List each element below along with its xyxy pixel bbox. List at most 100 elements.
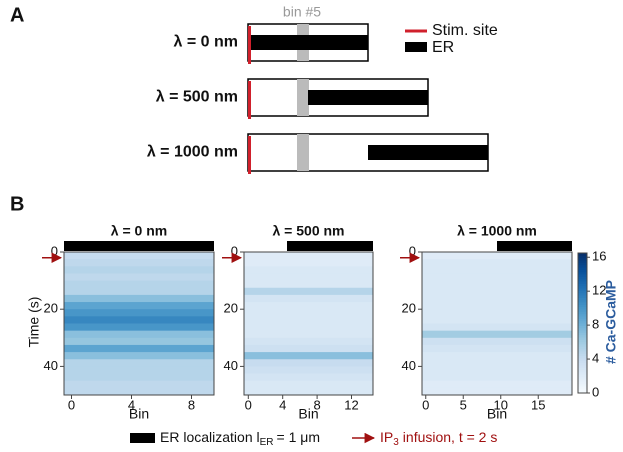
colorbar-step [578, 299, 587, 303]
heatmap-row [422, 373, 572, 382]
heatmap-row [64, 280, 214, 289]
heatmap-title: λ = 1000 nm [457, 223, 537, 239]
heatmap-row [422, 280, 572, 289]
colorbar-step [578, 309, 587, 312]
heatmap-row [64, 373, 214, 382]
x-tick-label: 0 [245, 397, 252, 412]
colorbar-step [578, 379, 587, 382]
colorbar-step [578, 369, 587, 373]
heatmap-row [422, 330, 572, 339]
y-tick-label: 40 [44, 358, 58, 373]
heatmap-row [244, 294, 373, 303]
heatmap-row [422, 259, 572, 267]
er-legend-main: ER localization l [160, 429, 260, 445]
er-legend-rest: = 1 μm [277, 429, 320, 445]
x-tick-label: 8 [188, 397, 195, 412]
er-bar [287, 241, 373, 251]
colorbar-step [578, 276, 587, 280]
heatmap-row [422, 323, 572, 332]
heatmap-row [422, 359, 572, 367]
colorbar-step [578, 267, 587, 270]
bin-strip [297, 79, 309, 116]
colorbar-step [578, 316, 587, 319]
heatmap-row [64, 323, 214, 332]
colorbar-step [578, 255, 587, 259]
colorbar-step [578, 320, 587, 324]
heatmap-row [244, 380, 373, 389]
colorbar-step [578, 339, 587, 343]
heatmap-row [244, 273, 373, 282]
er-legend-key [130, 433, 155, 443]
heatmap-row [64, 380, 214, 389]
colorbar-step [578, 274, 587, 277]
heatmap-row [64, 259, 214, 267]
heatmap-row [244, 387, 373, 396]
heatmap-row [244, 359, 373, 367]
ip3-legend-rest: infusion, t = 2 s [403, 429, 498, 445]
colorbar-tick-label: 4 [592, 350, 599, 365]
heatmap-row [244, 337, 373, 346]
er-legend-key [405, 42, 427, 52]
colorbar-label: # Ca-GCaMP [603, 280, 619, 364]
heatmap-row [64, 309, 214, 317]
colorbar-tick-label: 12 [592, 283, 606, 298]
colorbar-step [578, 337, 587, 340]
colorbar-tick-label: 8 [592, 317, 599, 332]
y-tick-label: 0 [231, 243, 238, 258]
colorbar-step [578, 304, 587, 308]
plot-frame [243, 251, 374, 396]
colorbar-tick-label: 0 [592, 384, 599, 399]
heatmap-row [422, 252, 572, 260]
y-tick-label: 40 [402, 358, 416, 373]
heatmap-row [244, 252, 373, 260]
colorbar-step [578, 306, 587, 310]
y-axis-label: Time (s) [26, 297, 42, 348]
colorbar-step [578, 341, 587, 345]
x-tick-label: 5 [460, 397, 467, 412]
heatmap-row [244, 373, 373, 382]
heatmap-row [422, 316, 572, 324]
heatmap-row [64, 330, 214, 339]
colorbar-step [578, 358, 587, 361]
colorbar-step [578, 334, 587, 338]
heatmap-row [244, 344, 373, 353]
colorbar-step [578, 330, 587, 333]
heatmap-row [64, 366, 214, 375]
colorbar-step [578, 318, 587, 322]
x-axis-label: Bin [487, 406, 507, 422]
heatmap-row [422, 344, 572, 353]
colorbar-step [578, 376, 587, 380]
heatmap-row [422, 294, 572, 303]
colorbar-step [578, 257, 587, 261]
heatmap-row [244, 280, 373, 289]
y-tick-label: 20 [402, 301, 416, 316]
colorbar-step [578, 253, 587, 256]
colorbar-step [578, 262, 587, 266]
colorbar-step [578, 281, 587, 284]
heatmap-row [244, 309, 373, 317]
colorbar-step [578, 353, 587, 357]
colorbar-step [578, 271, 587, 275]
colorbar-step [578, 285, 587, 289]
ip3-legend-sub: 3 [393, 437, 399, 448]
colorbar-step [578, 367, 587, 371]
er-bar [308, 90, 428, 105]
y-tick-label: 20 [44, 301, 58, 316]
colorbar-step [578, 325, 587, 329]
heatmap-row [422, 387, 572, 396]
heatmap-row [244, 266, 373, 274]
bin-strip [297, 134, 309, 171]
colorbar-tick-label: 16 [592, 249, 606, 264]
er-legend-text: ER localization lER = 1 μm [160, 429, 320, 448]
x-tick-label: 10 [494, 397, 508, 412]
heatmap-row [64, 294, 214, 303]
colorbar-step [578, 374, 587, 378]
bin-label: bin #5 [283, 4, 321, 20]
plot-frame [421, 251, 573, 396]
colorbar-step [578, 313, 587, 317]
heatmap-row [244, 352, 373, 360]
er-bar [64, 241, 214, 251]
stim-legend-text: Stim. site [432, 22, 498, 39]
heatmap-row [244, 323, 373, 332]
